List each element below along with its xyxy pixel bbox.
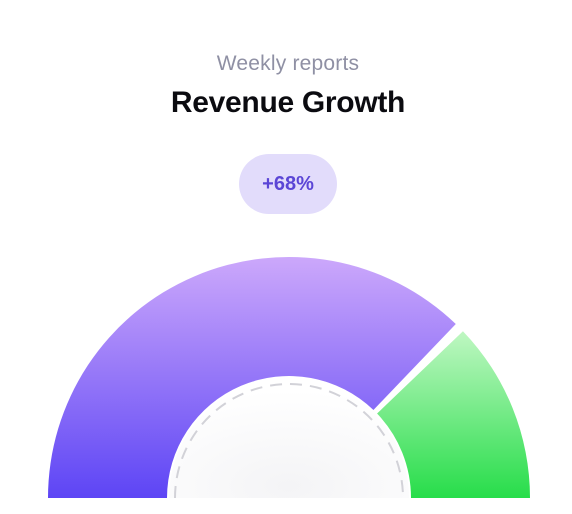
card-title: Revenue Growth	[170, 86, 406, 119]
card-subtitle: Weekly reports	[216, 52, 360, 75]
growth-badge-value: +68%	[262, 172, 314, 195]
gauge-segment-1	[48, 256, 456, 498]
gauge-inner-dashed-ring	[174, 383, 404, 499]
gauge-segment-2	[377, 331, 530, 498]
gauge-inner-disc	[169, 378, 409, 498]
growth-badge: +68%	[239, 154, 337, 214]
